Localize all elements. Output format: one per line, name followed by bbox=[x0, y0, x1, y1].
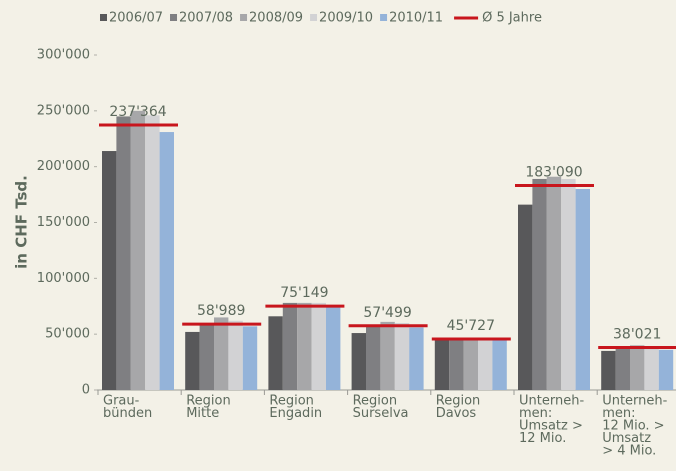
x-tick-label: Region bbox=[186, 394, 231, 409]
bar bbox=[518, 204, 533, 390]
bar bbox=[199, 325, 214, 390]
bar bbox=[145, 115, 160, 391]
bar bbox=[463, 337, 478, 390]
bar bbox=[601, 350, 616, 390]
bar bbox=[102, 151, 117, 390]
x-tick-label: Surselva bbox=[353, 406, 409, 421]
average-label: 45'727 bbox=[447, 318, 495, 334]
bar bbox=[394, 323, 410, 390]
bar bbox=[228, 320, 243, 390]
bar bbox=[615, 347, 630, 390]
x-tick-label: 12 Mio. > bbox=[602, 419, 664, 434]
y-tick-label: 250'000 bbox=[37, 103, 90, 118]
bar bbox=[409, 327, 424, 390]
y-tick-label: 300'000 bbox=[37, 48, 90, 63]
bar bbox=[644, 346, 659, 390]
x-tick-label: Umsatz bbox=[602, 431, 651, 446]
bar bbox=[268, 316, 283, 390]
bar bbox=[242, 326, 258, 390]
x-tick-label: 12 Mio. bbox=[519, 431, 566, 446]
x-tick-label: Unterneh- bbox=[602, 394, 667, 409]
bar bbox=[561, 178, 576, 390]
bar bbox=[159, 132, 174, 391]
bar bbox=[434, 339, 450, 390]
x-tick-label: men: bbox=[519, 406, 552, 421]
bar bbox=[532, 178, 547, 390]
average-label: 237'364 bbox=[109, 104, 166, 120]
bar bbox=[282, 302, 298, 390]
bar bbox=[297, 302, 312, 390]
x-tick-label: Mitte bbox=[186, 406, 219, 421]
y-tick-label: 200'000 bbox=[37, 159, 90, 174]
legend-swatch bbox=[170, 14, 178, 21]
bar bbox=[478, 338, 493, 390]
average-label: 75'149 bbox=[280, 285, 328, 301]
y-tick-label: 0 bbox=[82, 383, 90, 398]
bar bbox=[449, 338, 464, 390]
bar bbox=[658, 349, 674, 390]
bar bbox=[326, 306, 341, 390]
x-tick-label: men: bbox=[602, 406, 635, 421]
x-tick-label: Region bbox=[353, 394, 398, 409]
bar bbox=[351, 333, 366, 390]
x-tick-label: Grau- bbox=[103, 394, 140, 409]
x-tick-label: Umsatz > bbox=[519, 419, 583, 434]
y-tick-label: 50'000 bbox=[45, 327, 90, 342]
average-label: 57'499 bbox=[363, 305, 411, 321]
legend-label: 2008/09 bbox=[249, 11, 303, 26]
average-label: 58'989 bbox=[197, 303, 245, 319]
bar bbox=[116, 116, 131, 391]
x-tick-label: > 4 Mio. bbox=[602, 444, 656, 459]
bar bbox=[185, 331, 200, 390]
legend-swatch bbox=[100, 14, 107, 21]
x-tick-label: Engadin bbox=[269, 406, 322, 421]
x-tick-label: Region bbox=[269, 394, 314, 409]
legend-label: 2009/10 bbox=[319, 11, 373, 26]
x-tick-label: Unterneh- bbox=[519, 394, 584, 409]
bar bbox=[311, 302, 326, 390]
bar bbox=[130, 110, 146, 390]
legend-swatch bbox=[380, 14, 388, 21]
y-tick-label: 100'000 bbox=[37, 271, 90, 286]
bar bbox=[380, 321, 395, 390]
legend-label: 2006/07 bbox=[109, 11, 163, 26]
average-label: 183'090 bbox=[525, 165, 582, 181]
bar bbox=[546, 176, 562, 390]
x-tick-label: Davos bbox=[436, 406, 477, 421]
legend-label: Ø 5 Jahre bbox=[482, 11, 542, 26]
y-axis-label: in CHF Tsd. bbox=[13, 175, 31, 269]
x-tick-label: bünden bbox=[103, 406, 152, 421]
x-tick-label: Region bbox=[436, 394, 481, 409]
bar bbox=[630, 345, 645, 390]
legend-swatch bbox=[240, 14, 248, 21]
legend-swatch bbox=[310, 14, 318, 21]
average-label: 38'021 bbox=[613, 327, 661, 343]
bar bbox=[214, 317, 229, 390]
bar bbox=[492, 339, 507, 390]
legend-label: 2007/08 bbox=[179, 11, 233, 26]
y-tick-label: 150'000 bbox=[37, 215, 90, 230]
bar bbox=[575, 189, 590, 390]
bar bbox=[366, 326, 381, 390]
legend-label: 2010/11 bbox=[389, 11, 443, 26]
